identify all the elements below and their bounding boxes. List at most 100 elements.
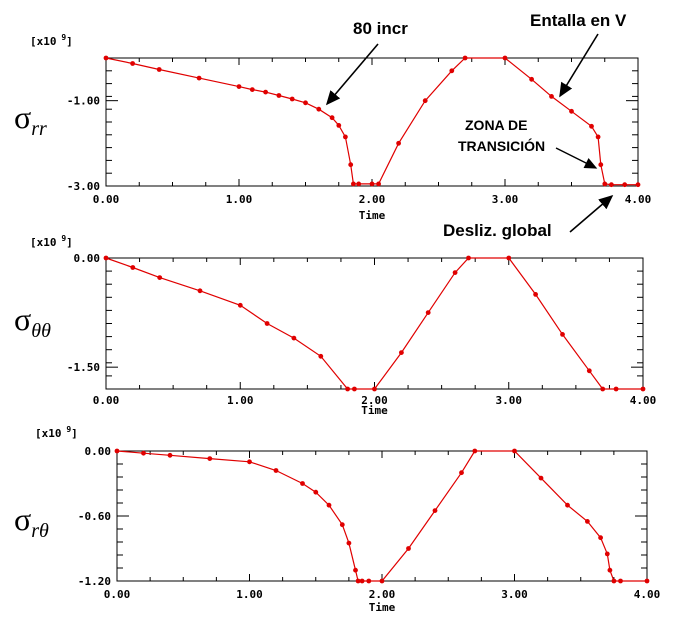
x-tick-label: 4.00 xyxy=(625,193,652,206)
y-tick-label: -1.00 xyxy=(67,95,100,108)
x-tick-label: 4.00 xyxy=(630,394,657,407)
x-tick-label: 2.00 xyxy=(359,193,386,206)
data-point xyxy=(586,368,592,374)
data-point xyxy=(313,489,319,495)
data-point xyxy=(589,123,594,129)
data-point xyxy=(359,578,365,584)
data-point xyxy=(640,386,646,392)
data-point xyxy=(422,98,428,104)
x-axis-label: Time xyxy=(369,601,396,614)
data-point xyxy=(399,350,404,355)
annotation-zona: ZONA DE xyxy=(465,117,527,133)
data-point xyxy=(512,448,517,454)
x-tick-label: 1.00 xyxy=(226,193,253,206)
data-point xyxy=(459,470,464,476)
y-tick-label: -1.20 xyxy=(78,575,111,588)
y-axis-symbol: σrθ xyxy=(14,501,49,542)
data-point xyxy=(604,551,610,557)
x-tick-label: 1.00 xyxy=(236,588,263,601)
data-point xyxy=(595,134,601,140)
data-point xyxy=(318,353,324,359)
data-point xyxy=(103,255,109,261)
y-tick-label: -3.00 xyxy=(67,180,100,193)
data-point xyxy=(300,481,305,486)
data-point xyxy=(462,55,468,61)
data-point xyxy=(406,546,411,551)
x-axis-label: Time xyxy=(361,404,388,417)
data-point xyxy=(635,182,641,188)
data-point xyxy=(611,578,617,584)
annotation-arrow xyxy=(559,33,599,98)
data-point xyxy=(114,448,120,454)
data-point xyxy=(452,270,458,275)
y-tick-label: -0.60 xyxy=(78,510,111,523)
data-point xyxy=(609,182,614,188)
x-tick-label: 4.00 xyxy=(634,588,661,601)
y-tick-label: 0.00 xyxy=(74,252,101,265)
annotation-entalla: Entalla en V xyxy=(530,11,627,30)
data-point xyxy=(197,288,203,294)
scale-label: [x10 9] xyxy=(30,234,73,249)
data-point xyxy=(316,106,322,112)
data-point xyxy=(103,55,109,61)
data-point xyxy=(598,162,604,168)
data-point xyxy=(529,76,534,82)
x-tick-label: 0.00 xyxy=(93,193,120,206)
data-point xyxy=(533,292,538,297)
data-point xyxy=(247,459,252,465)
data-point xyxy=(569,108,574,114)
data-point xyxy=(602,181,608,187)
x-axis-label: Time xyxy=(359,209,386,222)
x-tick-label: 1.00 xyxy=(227,394,254,407)
data-point xyxy=(351,181,356,187)
chart-panel-1 xyxy=(103,55,641,188)
data-point xyxy=(355,578,361,584)
data-point xyxy=(329,115,335,121)
x-tick-label: 2.00 xyxy=(361,394,388,407)
data-point xyxy=(613,386,619,392)
data-point xyxy=(425,310,431,315)
data-point xyxy=(353,567,358,573)
data-point xyxy=(207,456,213,461)
data-point xyxy=(346,540,352,546)
annotation-desliz: Desliz. global xyxy=(443,221,552,240)
data-point xyxy=(276,93,282,98)
data-point xyxy=(289,96,295,102)
data-point xyxy=(196,75,202,81)
data-point xyxy=(356,181,362,187)
data-point xyxy=(156,67,162,72)
data-point xyxy=(560,332,565,337)
y-axis-symbol: σrr xyxy=(14,99,47,140)
data-point xyxy=(249,87,255,92)
data-point xyxy=(264,321,270,326)
data-point xyxy=(263,89,268,95)
annotation-arrow xyxy=(569,194,614,233)
data-point xyxy=(622,182,628,188)
x-tick-label: 3.00 xyxy=(496,394,523,407)
annotation-80-incr: 80 incr xyxy=(353,19,408,38)
data-point xyxy=(352,386,357,392)
data-point xyxy=(449,68,455,74)
data-point xyxy=(372,386,377,392)
data-point xyxy=(366,578,372,584)
data-point xyxy=(343,134,348,140)
chart-panel-3 xyxy=(114,448,650,584)
data-point xyxy=(141,450,146,456)
scale-label: [x10 9] xyxy=(30,33,73,48)
y-axis-symbol: σθθ xyxy=(14,301,51,342)
data-point xyxy=(336,123,342,128)
data-point xyxy=(600,386,606,392)
annotation-transicion: TRANSICIÓN xyxy=(458,137,545,154)
data-point xyxy=(506,255,512,261)
data-point xyxy=(167,452,173,458)
data-point xyxy=(472,448,478,454)
data-point xyxy=(466,255,471,261)
data-point xyxy=(303,100,308,106)
series-line xyxy=(105,257,643,390)
data-point xyxy=(157,275,163,280)
data-point xyxy=(326,502,332,508)
data-point xyxy=(585,519,590,524)
data-point xyxy=(432,508,438,513)
